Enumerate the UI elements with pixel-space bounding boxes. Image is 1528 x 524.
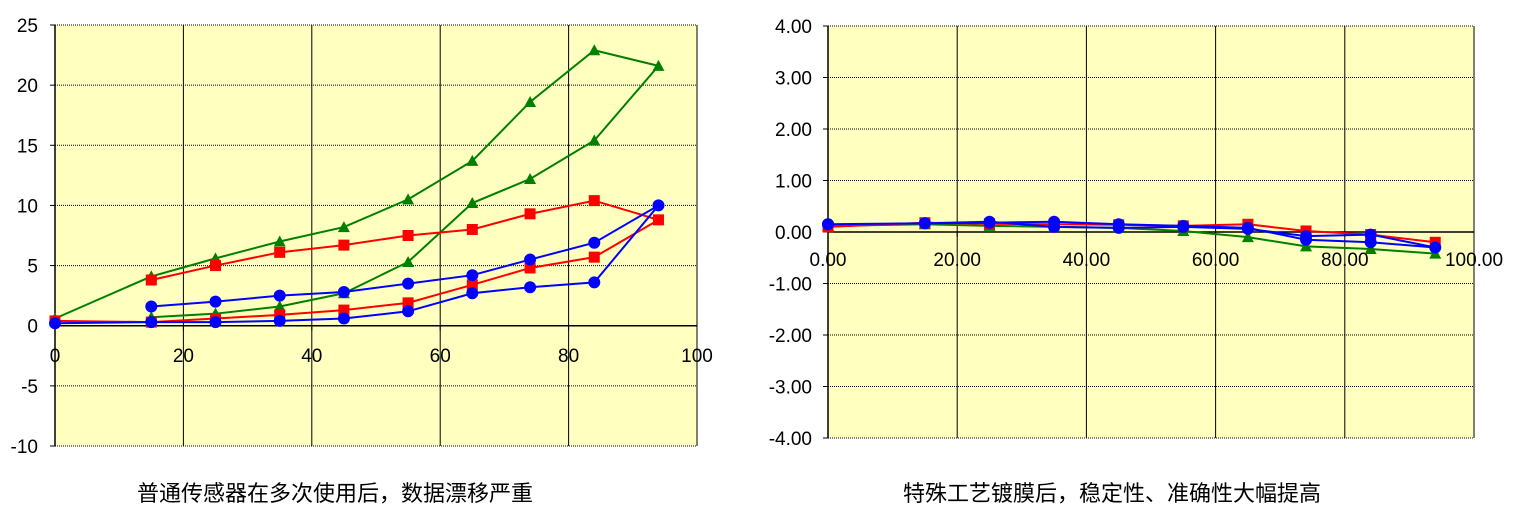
y-tick-label: -1.00 <box>769 275 812 296</box>
y-tick-label: 1.00 <box>775 172 812 193</box>
y-tick-label: 20 <box>17 76 38 97</box>
chart-right-caption: 特殊工艺镀膜后，稳定性、准确性大幅提高 <box>903 482 1322 507</box>
data-point-triangle <box>524 95 537 107</box>
x-tick-label: 80.00 <box>1321 250 1369 271</box>
data-point-circle <box>402 277 415 290</box>
y-tick-label: 2.00 <box>775 120 812 141</box>
data-point-circle <box>337 286 350 299</box>
y-tick-label: 0.00 <box>775 223 812 244</box>
data-point-square <box>274 309 286 321</box>
data-point-triangle <box>588 134 601 146</box>
x-tick-label: 40 <box>301 346 322 367</box>
data-point-circle <box>466 269 479 282</box>
x-tick-label: 100 <box>681 346 713 367</box>
data-point-triangle <box>337 221 350 233</box>
data-point-square <box>338 239 350 251</box>
series-line-green <box>827 223 1436 255</box>
data-point-circle <box>49 317 61 330</box>
data-point-circle <box>1112 221 1125 234</box>
charts-canvas: 25 20 15 10 5 0 -5 -10 0 20 40 60 80 100 4.00 3.00 2.00… <box>11 16 1504 458</box>
chart-right: 4.00 3.00 2.00 1.00 0.00 -1.00 -2.00 -3.00 -4.00… <box>769 17 1503 450</box>
y-tick-label: -2.00 <box>769 326 812 347</box>
data-point-circle <box>209 295 222 308</box>
x-tick-label: 80 <box>558 346 579 367</box>
chart-left-caption: 普通传感器在多次使用后，数据漂移严重 <box>137 482 534 507</box>
y-tick-label: 5 <box>27 257 38 278</box>
data-point-circle <box>402 305 415 318</box>
data-point-circle <box>1300 230 1313 243</box>
data-point-circle <box>588 276 601 289</box>
x-tick-label: 60.00 <box>1192 250 1240 271</box>
data-point-circle <box>1177 220 1190 233</box>
data-point-square <box>145 274 157 286</box>
data-point-circle <box>209 316 222 329</box>
series-line-red <box>54 199 661 324</box>
data-point-circle <box>524 281 537 294</box>
data-point-circle <box>822 218 834 231</box>
data-point-triangle <box>402 193 415 205</box>
series-line-green <box>54 49 661 320</box>
data-point-square <box>588 195 600 207</box>
data-point-square <box>652 214 664 226</box>
data-point-triangle <box>402 255 415 267</box>
data-point-circle <box>145 316 158 329</box>
x-tick-label: 60 <box>430 346 451 367</box>
data-point-circle <box>337 312 350 325</box>
x-tick-label: 20.00 <box>933 250 981 271</box>
data-point-circle <box>1241 222 1254 235</box>
data-point-circle <box>466 287 479 300</box>
data-point-triangle <box>273 300 286 312</box>
data-point-circle <box>273 289 286 302</box>
plot-area <box>55 25 697 446</box>
data-point-square <box>210 260 221 272</box>
y-tick-label: -10 <box>11 437 38 458</box>
data-point-circle <box>145 300 158 313</box>
data-point-circle <box>588 236 601 249</box>
y-tick-label: -4.00 <box>769 429 812 450</box>
data-point-circle <box>652 199 665 212</box>
data-point-circle <box>983 215 996 228</box>
x-tick-label: 40.00 <box>1063 250 1111 271</box>
x-tick-label: 100.00 <box>1445 250 1503 271</box>
data-point-triangle <box>524 172 537 184</box>
data-point-square <box>524 208 536 220</box>
series-line-blue <box>54 204 660 325</box>
y-tick-label: 25 <box>17 16 38 37</box>
data-point-circle <box>1429 241 1442 254</box>
data-point-triangle <box>1300 240 1313 252</box>
data-point-triangle <box>273 235 286 247</box>
data-point-circle <box>524 253 537 266</box>
data-point-triangle <box>588 44 601 56</box>
y-tick-label: 3.00 <box>775 69 812 90</box>
data-point-square <box>402 230 414 241</box>
y-tick-label: 4.00 <box>775 17 812 38</box>
data-point-square <box>466 279 478 291</box>
y-tick-label: 15 <box>17 136 38 157</box>
data-point-square <box>338 304 350 316</box>
y-tick-label: 0 <box>27 317 38 338</box>
data-point-square <box>402 297 414 309</box>
y-tick-label: 10 <box>17 196 38 217</box>
data-point-triangle <box>1241 231 1254 243</box>
data-point-triangle <box>1364 242 1377 254</box>
x-tick-label: 0.00 <box>810 250 847 271</box>
data-point-circle <box>918 217 931 230</box>
data-point-circle <box>273 314 286 327</box>
y-tick-label: -5 <box>21 377 38 398</box>
chart-left: 25 20 15 10 5 0 -5 -10 0 20 40 60 80 100 <box>11 16 713 458</box>
data-point-square <box>466 223 478 235</box>
data-point-circle <box>1048 220 1061 233</box>
x-tick-label: 20 <box>173 346 194 367</box>
data-point-square <box>524 262 536 274</box>
data-point-circle <box>1364 228 1377 241</box>
y-tick-label: -3.00 <box>769 378 812 399</box>
x-tick-label: 0 <box>50 346 61 367</box>
data-point-square <box>588 251 600 263</box>
data-point-triangle <box>652 59 665 71</box>
data-point-triangle <box>466 197 479 209</box>
data-point-square <box>274 246 286 258</box>
data-point-triangle <box>466 154 479 166</box>
